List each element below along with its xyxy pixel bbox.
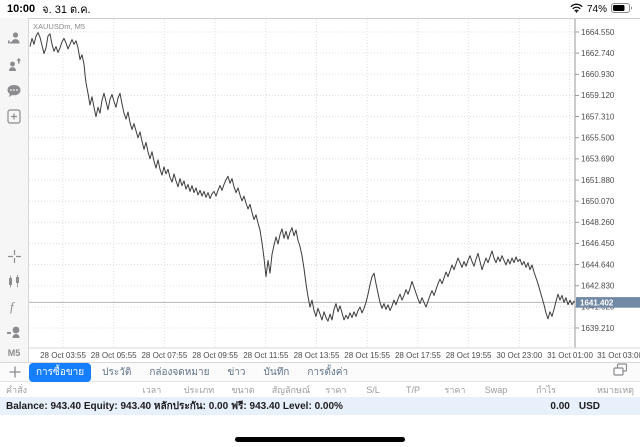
price-axis-label: 1651.880 [581, 176, 615, 185]
indicators-icon[interactable]: f [6, 298, 23, 315]
price-axis-label: 1644.640 [581, 260, 615, 269]
price-axis-label: 1646.450 [581, 239, 615, 248]
price-axis-label: 1642.830 [581, 282, 615, 291]
column-tp: T/P [405, 384, 420, 395]
column-sl: S/L [366, 384, 380, 395]
column-order: คำสั่ง [6, 384, 27, 395]
bid-price-value: 1641.402 [580, 298, 614, 307]
time-axis-label: 28 Oct 09:55 [192, 351, 238, 360]
column-swap: Swap [484, 384, 508, 395]
chart-toolbar-sidebar: f M5 [0, 18, 29, 362]
time-axis-label: 28 Oct 15:55 [344, 351, 390, 360]
svg-text:f: f [10, 299, 16, 314]
price-axis-label: 1653.690 [581, 155, 615, 164]
crosshair-icon[interactable] [6, 248, 23, 265]
tab-news[interactable]: ข่าว [227, 366, 246, 378]
chart-symbol-label: XAUUSDm, M5 [33, 22, 85, 31]
chart-type-icon[interactable] [6, 273, 23, 290]
price-axis-label: 1660.930 [581, 70, 615, 79]
send-order-icon[interactable] [6, 56, 23, 73]
price-axis-label: 1662.740 [581, 49, 615, 58]
time-axis-label: 31 Oct 03:00 [597, 351, 640, 360]
column-time: เวลา [142, 384, 162, 395]
home-indicator[interactable] [235, 437, 405, 442]
status-date: จ. 31 ต.ค. [42, 4, 91, 16]
account-profit: 0.00 [550, 400, 570, 412]
column-price-current: ราคา [444, 384, 466, 395]
time-axis-label: 28 Oct 05:55 [91, 351, 137, 360]
price-axis-label: 1659.120 [581, 91, 615, 100]
tab-history[interactable]: ประวัติ [102, 366, 132, 378]
time-axis-label: 31 Oct 01:00 [547, 351, 593, 360]
tab-journal[interactable]: บันทึก [263, 366, 290, 378]
trade-table-header: คำสั่ง เวลา ประเภท ขนาด สัญลักษณ์ ราคา S… [0, 382, 640, 397]
footer-area [0, 415, 640, 447]
timeframe-button[interactable]: M5 [7, 348, 21, 358]
time-axis-label: 28 Oct 19:55 [446, 351, 492, 360]
column-profit: กำไร [536, 384, 556, 395]
panel-tabs: การซื้อขาย ประวัติ กล่องจดหมาย ข่าว บันท… [29, 362, 355, 382]
price-axis-label: 1639.210 [581, 324, 615, 333]
time-axis-label: 28 Oct 17:55 [395, 351, 441, 360]
account-icon[interactable] [6, 30, 23, 47]
chart-canvas[interactable]: 28 Oct 03:55 28 Oct 05:55 28 Oct 07:55 28 O… [29, 19, 640, 363]
chat-icon[interactable] [6, 82, 23, 99]
account-summary: Balance: 943.40 Equity: 943.40 หลักประกั… [6, 400, 343, 412]
time-axis-label: 28 Oct 03:55 [40, 351, 86, 360]
tab-settings[interactable]: การตั้งค่า [307, 366, 349, 378]
windows-icon[interactable] [613, 363, 628, 381]
bottom-tab-bar: การซื้อขาย ประวัติ กล่องจดหมาย ข่าว บันท… [0, 362, 640, 382]
tab-mailbox[interactable]: กล่องจดหมาย [149, 366, 210, 378]
objects-icon[interactable] [6, 323, 23, 340]
plus-icon[interactable] [0, 366, 29, 378]
account-currency: USD [578, 400, 600, 412]
price-axis-label: 1655.500 [581, 134, 615, 143]
account-summary-bar: Balance: 943.40 Equity: 943.40 หลักประกั… [0, 397, 640, 415]
time-axis-label: 28 Oct 13:55 [294, 351, 340, 360]
column-type: ประเภท [183, 384, 215, 395]
price-axis-label: 1650.070 [581, 197, 615, 206]
column-volume: ขนาด [231, 384, 255, 395]
price-axis-label: 1648.260 [581, 218, 615, 227]
battery-icon [611, 2, 633, 16]
status-time: 10:00 [7, 3, 36, 15]
time-axis-label: 28 Oct 11:55 [243, 351, 289, 360]
wifi-icon [570, 3, 583, 16]
new-order-icon[interactable] [6, 108, 23, 125]
price-axis-label: 1657.310 [581, 112, 615, 121]
bid-price-badge [576, 297, 640, 308]
column-symbol: สัญลักษณ์ [271, 384, 311, 395]
price-axis-label: 1664.550 [581, 28, 615, 37]
status-bar: 10:00 จ. 31 ต.ค. 74% [0, 0, 640, 18]
time-axis-label: 28 Oct 07:55 [141, 351, 187, 360]
time-axis-label: 30 Oct 23:00 [496, 351, 542, 360]
price-line-series [29, 32, 576, 322]
tab-trade[interactable]: การซื้อขาย [29, 362, 92, 382]
price-chart[interactable]: 28 Oct 03:55 28 Oct 05:55 28 Oct 07:55 28 O… [29, 18, 640, 362]
column-comment: หมายเหตุ [596, 384, 634, 395]
column-price-open: ราคา [325, 384, 347, 395]
battery-percent: 74% [586, 3, 607, 15]
